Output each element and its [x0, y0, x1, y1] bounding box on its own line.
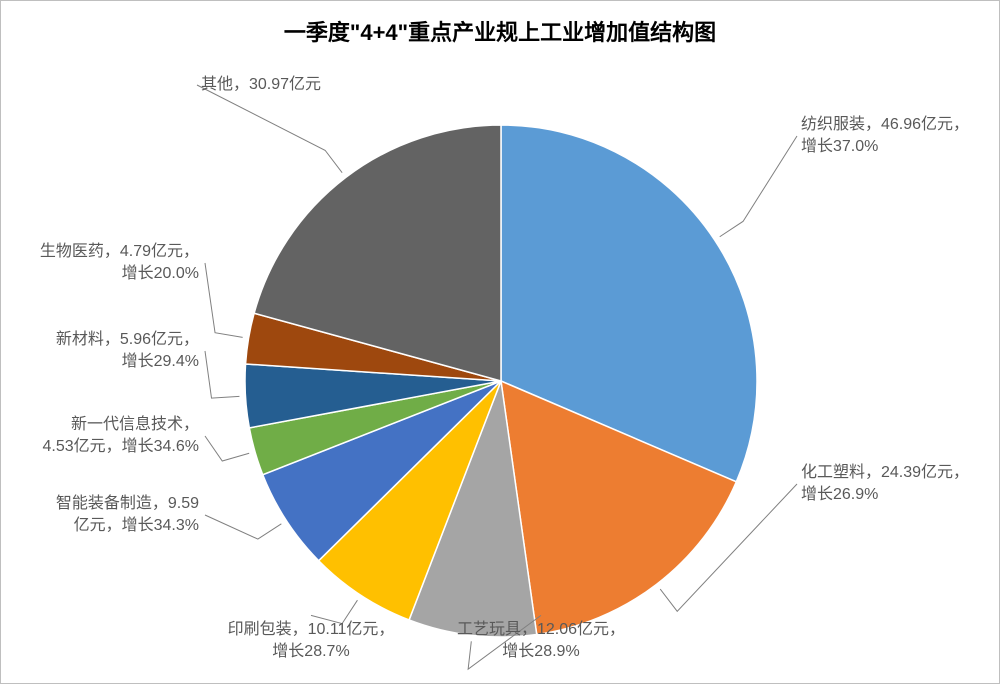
slice-label: 智能装备制造，9.59亿元，增长34.3% — [56, 493, 199, 536]
slice-label-line: 其他，30.97亿元 — [201, 74, 321, 96]
slice-label: 其他，30.97亿元 — [201, 74, 321, 96]
leader-line — [197, 85, 342, 173]
slice-label: 化工塑料，24.39亿元，增长26.9% — [801, 462, 969, 505]
slice-label: 印刷包装，10.11亿元，增长28.7% — [228, 619, 395, 662]
slice-label: 新材料，5.96亿元，增长29.4% — [56, 329, 199, 372]
slice-label-line: 增长26.9% — [801, 484, 969, 506]
chart-container: 一季度"4+4"重点产业规上工业增加值结构图 纺织服装，46.96亿元，增长37… — [0, 0, 1000, 684]
slice-label-line: 增长28.9% — [457, 641, 625, 663]
slice-label: 纺织服装，46.96亿元，增长37.0% — [801, 114, 969, 157]
slice-label-line: 化工塑料，24.39亿元， — [801, 462, 969, 484]
slice-label-line: 增长20.0% — [40, 263, 199, 285]
slice-label-line: 亿元，增长34.3% — [56, 515, 199, 537]
slice-label-line: 增长37.0% — [801, 136, 969, 158]
leader-line — [205, 351, 239, 398]
slice-label-line: 纺织服装，46.96亿元， — [801, 114, 969, 136]
slice-label-line: 智能装备制造，9.59 — [56, 493, 199, 515]
slice-label-line: 印刷包装，10.11亿元， — [228, 619, 395, 641]
slice-label-line: 新材料，5.96亿元， — [56, 329, 199, 351]
slice-label-line: 生物医药，4.79亿元， — [40, 241, 199, 263]
leader-line — [205, 436, 249, 461]
slice-label: 生物医药，4.79亿元，增长20.0% — [40, 241, 199, 284]
slice-label: 新一代信息技术，4.53亿元，增长34.6% — [42, 414, 199, 457]
leader-line — [205, 263, 243, 337]
slice-label-line: 4.53亿元，增长34.6% — [42, 436, 199, 458]
slice-label-line: 增长29.4% — [56, 351, 199, 373]
leader-line — [720, 136, 797, 237]
slice-label-line: 工艺玩具，12.06亿元， — [457, 619, 625, 641]
slice-label-line: 新一代信息技术， — [42, 414, 199, 436]
leader-line — [205, 515, 281, 539]
slice-label-line: 增长28.7% — [228, 641, 395, 663]
slice-label: 工艺玩具，12.06亿元，增长28.9% — [457, 619, 625, 662]
